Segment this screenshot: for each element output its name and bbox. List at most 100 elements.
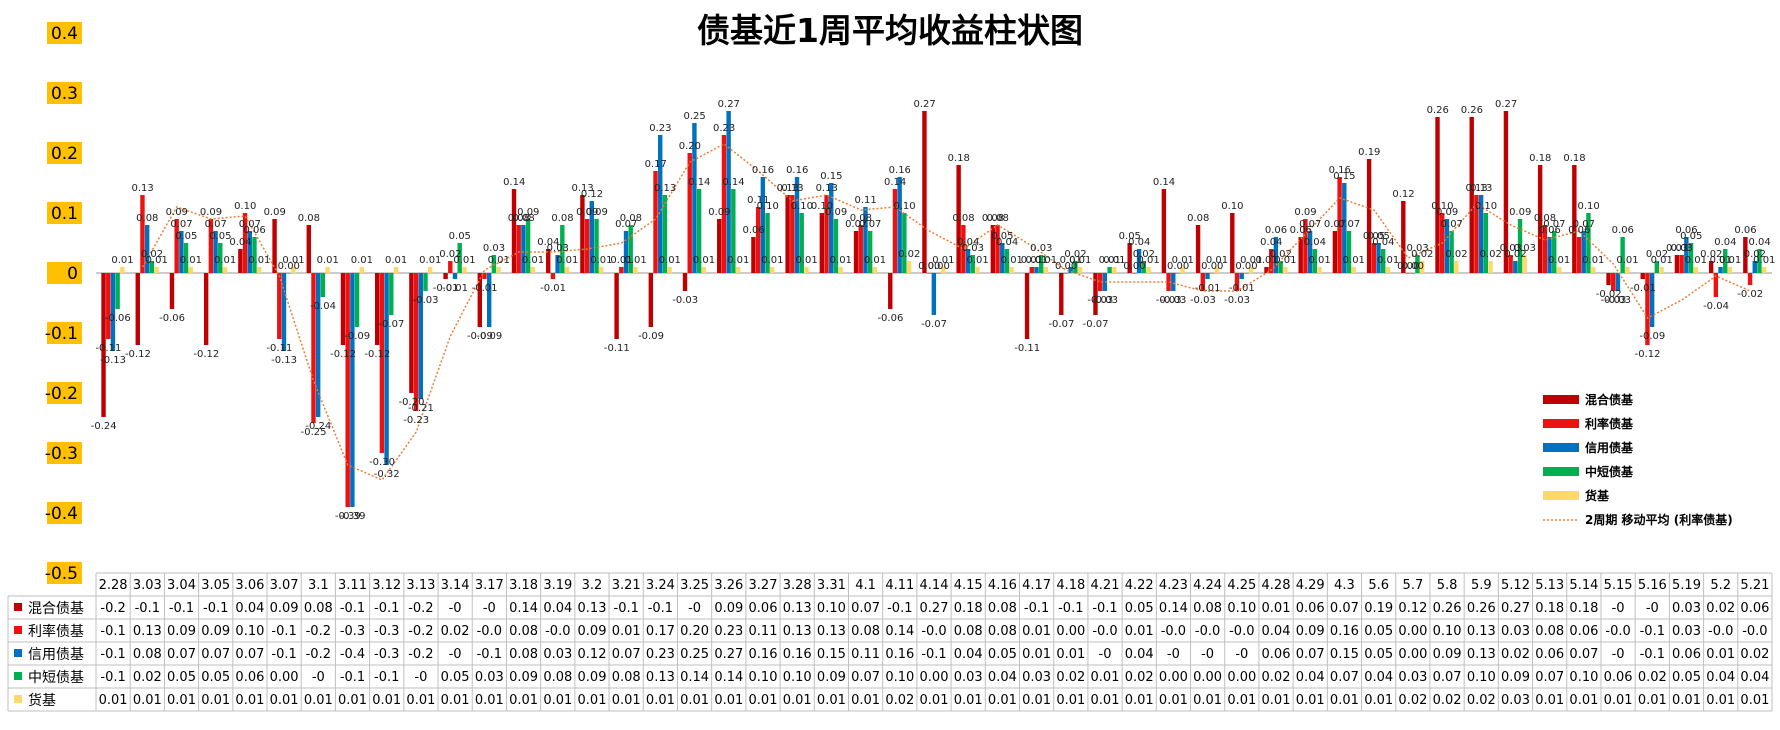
bar <box>1093 273 1098 315</box>
table-cell: 0.01 <box>578 693 607 708</box>
bar <box>452 273 458 279</box>
table-cell: -0.1 <box>477 647 502 662</box>
bar <box>1063 273 1069 274</box>
data-label: 0.14 <box>1153 177 1175 188</box>
bar <box>1684 237 1689 273</box>
table-cell: 0.05 <box>167 670 196 685</box>
bar <box>1517 219 1523 273</box>
bar <box>101 273 106 417</box>
bar <box>306 225 311 273</box>
data-label: 0.00 <box>1167 261 1189 272</box>
data-label: 0.18 <box>948 153 970 164</box>
table-cell: -0.1 <box>614 601 639 616</box>
table-category-label: 3.13 <box>406 578 435 593</box>
data-label: 0.01 <box>1719 255 1741 266</box>
table-cell: 0.02 <box>1056 670 1085 685</box>
data-label: -0.02 <box>1596 289 1622 300</box>
data-label: 0.00 <box>1055 261 1077 272</box>
data-label: -0.01 <box>442 283 468 294</box>
table-cell: 0.06 <box>1672 647 1701 662</box>
table-cell: 0.07 <box>1330 670 1359 685</box>
data-label: 0.25 <box>683 111 705 122</box>
data-label: 0.03 <box>1030 243 1052 254</box>
data-label: 0.03 <box>1500 243 1522 254</box>
bar <box>511 189 517 273</box>
table-cell: 0.01 <box>1262 693 1291 708</box>
bar <box>755 207 761 273</box>
bar <box>340 273 346 345</box>
data-label: 0.07 <box>1299 219 1321 230</box>
bar <box>1366 159 1372 273</box>
data-label: 0.01 <box>1548 255 1570 266</box>
bar <box>1268 249 1274 273</box>
data-label: 0.01 <box>1710 255 1732 266</box>
table-cell: 0.03 <box>1501 624 1530 639</box>
data-label: 0.13 <box>131 183 153 194</box>
bar <box>726 111 731 273</box>
bar <box>423 273 428 291</box>
data-label: 0.08 <box>982 213 1004 224</box>
data-label: -0.21 <box>408 403 434 414</box>
table-cell: 0.09 <box>1296 624 1325 639</box>
bar <box>897 177 902 273</box>
table-cell: 0.05 <box>441 670 470 685</box>
bar <box>902 213 907 273</box>
data-label: -0.03 <box>1190 295 1216 306</box>
bar <box>1713 273 1719 297</box>
table-cell: 0.01 <box>1056 647 1085 662</box>
bar <box>970 255 975 273</box>
data-label: 0.10 <box>893 201 915 212</box>
data-label: 0.09 <box>1436 207 1458 218</box>
table-cell: -0.1 <box>1024 601 1049 616</box>
bar <box>633 267 638 273</box>
table-category-label: 3.04 <box>167 578 196 593</box>
bar <box>457 243 462 273</box>
table-cell: -0.0 <box>1605 624 1630 639</box>
table-cell: 0.01 <box>817 693 846 708</box>
data-label: -0.13 <box>271 355 297 366</box>
bar <box>1171 273 1176 291</box>
data-label: 0.04 <box>1128 237 1150 248</box>
bar <box>1166 273 1171 291</box>
data-label: -0.39 <box>340 511 366 522</box>
data-label: 0.06 <box>243 225 265 236</box>
bar <box>1312 249 1317 273</box>
bar <box>1102 273 1108 291</box>
table-cell: -0 <box>688 601 701 616</box>
table-cell: -0.0 <box>921 624 946 639</box>
table-category-label: 3.14 <box>441 578 470 593</box>
bar <box>1234 273 1240 291</box>
data-label: 0.07 <box>1324 219 1346 230</box>
table-category-label: 5.6 <box>1368 578 1389 593</box>
bar <box>154 267 159 273</box>
table-cell: 0.01 <box>167 693 196 708</box>
table-cell: 0.07 <box>1296 647 1325 662</box>
data-label: -0.20 <box>399 397 425 408</box>
bar <box>418 273 423 399</box>
table-cell: 0.01 <box>509 693 538 708</box>
bar <box>1195 225 1201 273</box>
bar <box>701 267 707 273</box>
data-label: 0.10 <box>811 201 833 212</box>
data-label: -0.03 <box>1600 295 1626 306</box>
bar <box>550 273 556 279</box>
table-category-label: 4.24 <box>1193 578 1222 593</box>
data-label: 0.02 <box>1480 249 1502 260</box>
bar <box>359 267 364 273</box>
table-cell: -0.0 <box>477 624 502 639</box>
bar <box>1659 267 1664 273</box>
table-cell: 0.00 <box>1159 670 1188 685</box>
table-cell: 0.01 <box>304 693 333 708</box>
data-label: 0.01 <box>1025 255 1047 266</box>
bar <box>1146 267 1151 273</box>
table-cell: 0.02 <box>1638 670 1667 685</box>
data-label: 0.01 <box>1099 255 1121 266</box>
data-label: 0.01 <box>146 255 168 266</box>
data-label: 0.01 <box>214 255 236 266</box>
data-label: 0.16 <box>889 165 911 176</box>
bar <box>256 267 262 273</box>
data-label: -0.24 <box>91 421 117 432</box>
bar <box>922 111 927 273</box>
table-cell: 0.02 <box>1467 693 1496 708</box>
data-label: 0.01 <box>385 255 407 266</box>
